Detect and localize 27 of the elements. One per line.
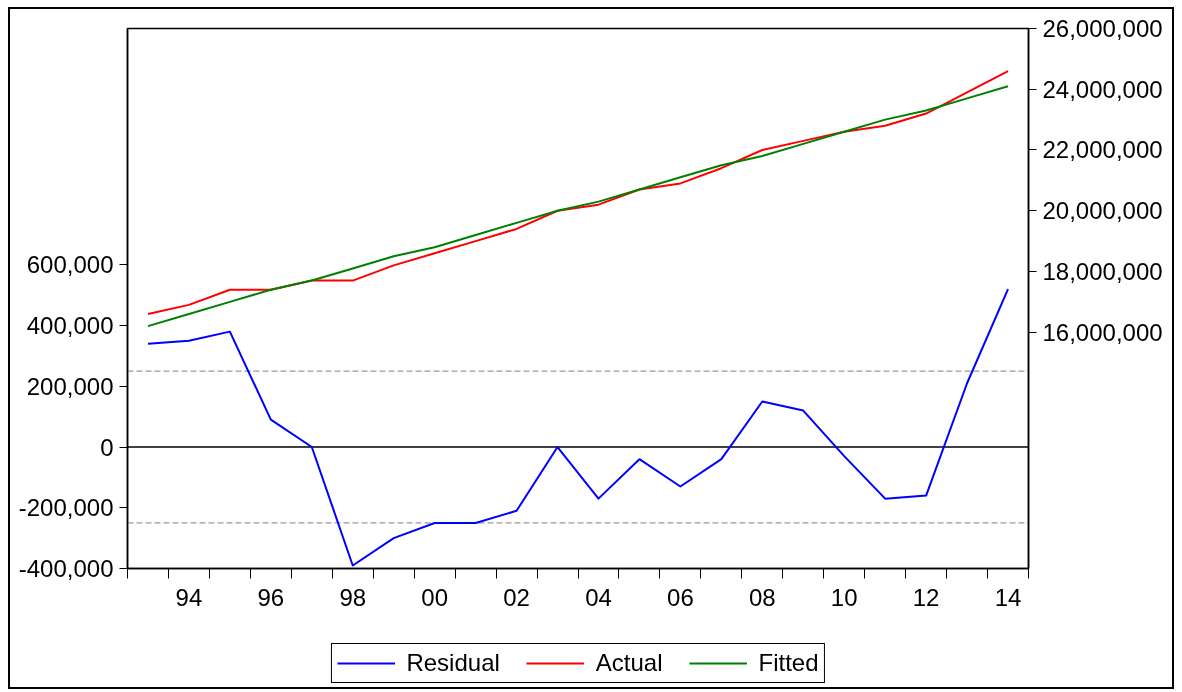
y-tick-label: 600,000 [26,251,114,279]
x-tick-label: 14 [994,583,1022,611]
y2-tick-label: 22,000,000 [1042,136,1163,164]
x-tick-label: 02 [503,583,530,611]
y2-tick-label: 16,000,000 [1042,318,1163,346]
x-tick-label: 96 [257,583,285,611]
line-series [146,288,1010,567]
y-tick-label: -200,000 [18,494,114,522]
x-tick-label: 94 [175,583,203,611]
y-tick-label: 0 [100,433,114,461]
legend-label: Actual [595,649,663,677]
y-tick-label: 200,000 [26,372,114,400]
x-tick-label: 12 [912,583,940,611]
legend-label: Residual [406,649,500,677]
x-tick-label: 00 [421,583,449,611]
y-tick-label: 400,000 [26,312,114,340]
y2-tick-label: 20,000,000 [1042,197,1163,225]
x-tick-label: 04 [585,583,612,611]
x-tick-label: 10 [830,583,858,611]
y-tick-label: -400,000 [18,555,114,582]
x-tick-label: 98 [339,583,367,611]
y2-tick-label: 18,000,000 [1042,257,1163,285]
x-tick-label: 08 [748,583,776,611]
legend-label: Fitted [758,649,819,677]
y2-tick-label: 26,000,000 [1042,15,1163,42]
y2-tick-label: 24,000,000 [1042,75,1163,103]
x-tick-label: 06 [667,583,694,611]
